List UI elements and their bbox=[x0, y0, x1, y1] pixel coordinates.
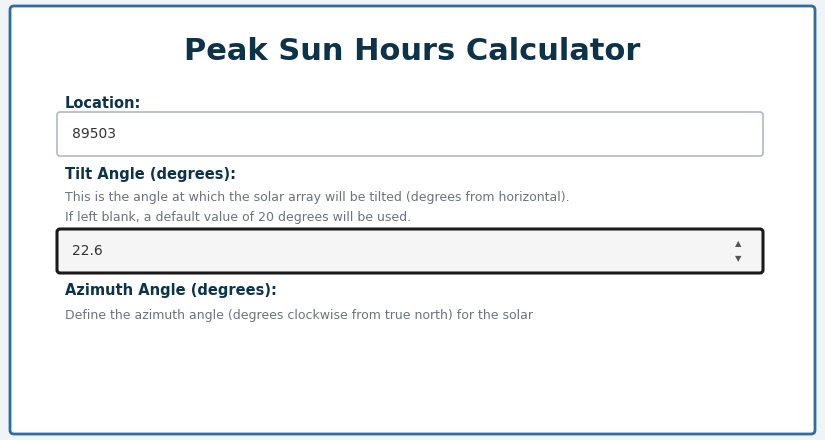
FancyBboxPatch shape bbox=[57, 229, 763, 273]
Text: Peak Sun Hours Calculator: Peak Sun Hours Calculator bbox=[184, 37, 640, 66]
Text: Tilt Angle (degrees):: Tilt Angle (degrees): bbox=[65, 166, 236, 181]
Text: ▼: ▼ bbox=[735, 254, 741, 263]
Text: This is the angle at which the solar array will be tilted (degrees from horizont: This is the angle at which the solar arr… bbox=[65, 191, 569, 205]
Text: Location:: Location: bbox=[65, 95, 141, 110]
Text: Define the azimuth angle (degrees clockwise from true north) for the solar: Define the azimuth angle (degrees clockw… bbox=[65, 309, 533, 323]
Text: 22.6: 22.6 bbox=[72, 244, 103, 258]
Text: If left blank, a default value of 20 degrees will be used.: If left blank, a default value of 20 deg… bbox=[65, 212, 411, 224]
FancyBboxPatch shape bbox=[10, 6, 815, 434]
Text: ▲: ▲ bbox=[735, 239, 741, 248]
FancyBboxPatch shape bbox=[57, 112, 763, 156]
Text: Azimuth Angle (degrees):: Azimuth Angle (degrees): bbox=[65, 283, 277, 298]
Text: 89503: 89503 bbox=[72, 127, 116, 141]
